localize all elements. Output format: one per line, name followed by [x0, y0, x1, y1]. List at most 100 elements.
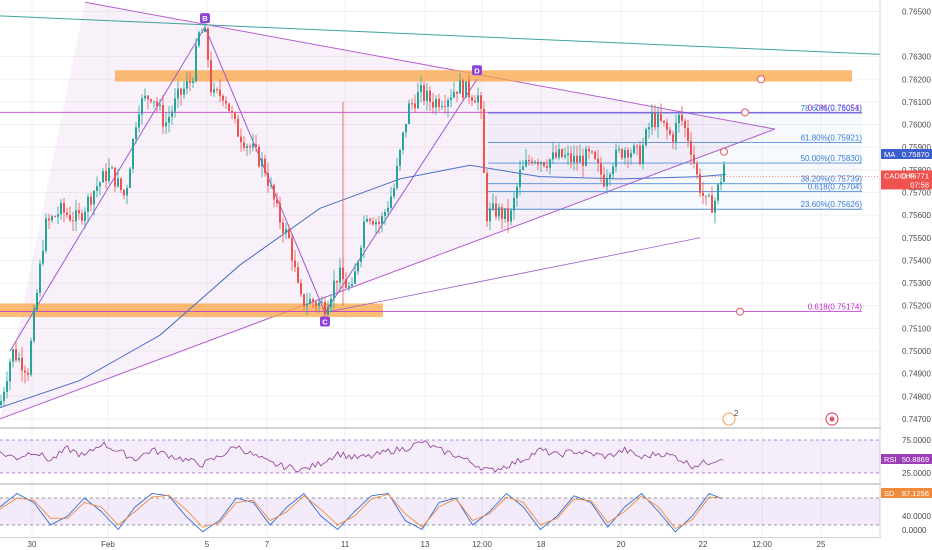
candle-body: [417, 91, 419, 109]
candle-body: [552, 152, 554, 160]
candle-body: [186, 81, 188, 89]
candle-body: [69, 215, 71, 221]
stoch-tag-value: 87.1256: [902, 489, 929, 498]
candle-body: [495, 203, 497, 217]
candle-body: [474, 100, 476, 103]
candle-body: [363, 221, 365, 248]
rsi-pane: [0, 439, 880, 474]
candle-body: [600, 162, 602, 175]
candle-body: [528, 160, 530, 162]
x-tick-label: 12:00: [472, 540, 493, 549]
candle-body: [180, 88, 182, 95]
candle-body: [378, 221, 380, 224]
alert-marker: [757, 75, 765, 84]
candle-body: [51, 216, 53, 221]
candle-body: [18, 357, 20, 361]
candle-body: [426, 90, 428, 101]
candle-body: [0, 400, 2, 406]
triangle-lower-line: [0, 128, 776, 420]
y-tick-label: 0.75800: [902, 166, 931, 175]
price-tag-value: 0.75771: [902, 171, 929, 180]
pattern-point-c: [320, 316, 330, 327]
candle-body: [255, 144, 257, 147]
candle-body: [195, 45, 197, 82]
candle-body: [666, 122, 668, 130]
candle-body: [309, 299, 311, 304]
candle-body: [48, 218, 50, 221]
candle-body: [66, 212, 68, 216]
candle-body: [519, 169, 521, 187]
candle-body: [327, 307, 329, 315]
y-tick-label: 0.75200: [902, 302, 931, 311]
candle-body: [441, 106, 443, 108]
candle-body: [345, 279, 347, 288]
candle-body: [357, 261, 359, 272]
candle-body: [276, 199, 278, 204]
candle-body: [675, 123, 677, 142]
ma-line: [0, 164, 727, 409]
candle-body: [489, 208, 491, 222]
rsi-tag-bg: [881, 454, 932, 464]
x-tick-label: 5: [205, 540, 210, 549]
abcd-projection: [324, 237, 701, 313]
event-icon: [722, 412, 736, 426]
y-tick-label: 0.75000: [902, 347, 931, 356]
x-tick-label: 30: [28, 540, 37, 549]
candle-body: [411, 103, 413, 105]
stoch-k-line: [0, 492, 722, 533]
candle-body: [501, 207, 503, 220]
candle-body: [684, 120, 686, 128]
candle-body: [168, 116, 170, 123]
candle-body: [450, 97, 452, 101]
candle-body: [399, 149, 401, 166]
y-tick-label: 0.76300: [902, 53, 931, 62]
candle-body: [189, 81, 191, 83]
candle-body: [123, 189, 125, 196]
stoch-pane: [0, 492, 880, 533]
candle-body: [348, 285, 350, 288]
candle-body: [456, 91, 458, 94]
rsi-tag-label: RSI: [884, 455, 897, 464]
alert-marker: [736, 307, 744, 316]
x-tick-label: Feb: [101, 540, 115, 549]
candle-body: [492, 203, 494, 209]
candle-body: [159, 105, 161, 107]
candle-body: [540, 162, 542, 165]
candle-body: [444, 106, 446, 108]
candle-body: [249, 146, 251, 148]
candle-body: [711, 195, 713, 213]
candle-body: [693, 154, 695, 164]
candle-body: [117, 178, 119, 187]
candle-body: [72, 220, 74, 222]
candle-body: [24, 370, 26, 373]
candle-body: [240, 136, 242, 143]
ma-tag-value: 0.75870: [902, 150, 929, 159]
candlestick-series: [0, 22, 725, 407]
candle-body: [360, 247, 362, 262]
candle-body: [708, 195, 710, 197]
candle-body: [498, 207, 500, 217]
y-tick-label: 0.76500: [902, 7, 931, 16]
stoch-tag-label: SD: [884, 489, 895, 498]
candle-body: [351, 283, 353, 286]
support-zone: [0, 303, 383, 318]
candle-body: [216, 89, 218, 91]
candle-body: [585, 148, 587, 166]
y-tick-label: 0.75500: [902, 234, 931, 243]
price-tag-bg: [881, 170, 932, 190]
x-tick-label: 11: [341, 540, 350, 549]
fib-label: 38.20%(0.75739): [801, 175, 863, 184]
resistance-zone: [115, 70, 852, 82]
candle-body: [387, 207, 389, 212]
candle-body: [390, 196, 392, 208]
candle-body: [630, 153, 632, 158]
candle-body: [537, 161, 539, 165]
candle-body: [171, 111, 173, 117]
candle-body: [288, 228, 290, 239]
candle-body: [3, 391, 5, 401]
y-tick-label: 0.74800: [902, 392, 931, 401]
alert-marker: [741, 108, 749, 117]
candle-body: [21, 357, 23, 371]
candle-body: [516, 186, 518, 198]
